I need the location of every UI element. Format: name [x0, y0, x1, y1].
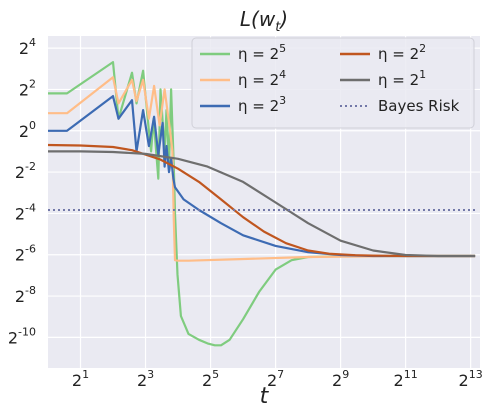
- legend-label-5: Bayes Risk: [378, 97, 460, 115]
- y-tick-label-2: 20: [19, 119, 36, 141]
- x-tick-label-5: 211: [394, 368, 418, 390]
- series-line-3: [47, 143, 476, 258]
- series-lines: [47, 61, 476, 347]
- series-line-0: [48, 61, 476, 347]
- y-tick-label-6: 2-8: [15, 284, 36, 306]
- legend-label-3: η = 22: [378, 42, 426, 63]
- legend-frame: [191, 37, 475, 129]
- y-tick-label-3: 2-2: [15, 160, 36, 182]
- x-tick-label-2: 25: [202, 368, 219, 390]
- y-tick-labels: 24 22 20 2-2 2-4 2-6 2-8 2-10: [8, 36, 36, 347]
- x-tick-label-4: 29: [332, 368, 349, 390]
- legend-label-0: η = 25: [238, 42, 286, 63]
- series-line-4: [48, 150, 476, 258]
- legend-label-4: η = 21: [378, 68, 426, 89]
- x-tick-labels: 21 23 25 27 29 211 213: [72, 368, 483, 390]
- y-tick-label-4: 2-4: [15, 201, 36, 223]
- y-tick-label-7: 2-10: [8, 325, 36, 347]
- series-line-1: [48, 76, 476, 262]
- x-tick-label-3: 27: [267, 368, 284, 390]
- series-line-2: [48, 95, 476, 258]
- y-tick-label-0: 24: [19, 36, 36, 58]
- chart-title: L(wt): [240, 7, 288, 35]
- legend-label-2: η = 23: [238, 94, 286, 115]
- y-tick-label-5: 2-6: [15, 243, 36, 265]
- legend-label-1: η = 24: [238, 68, 286, 89]
- y-tick-label-1: 22: [19, 77, 36, 99]
- x-axis-label: t: [260, 384, 270, 409]
- x-tick-label-6: 213: [459, 368, 483, 390]
- x-tick-label-0: 21: [72, 368, 89, 390]
- legend: η = 25 η = 24 η = 23 η = 22 η = 21 Bayes Risk: [191, 37, 475, 129]
- x-tick-label-1: 23: [137, 368, 154, 390]
